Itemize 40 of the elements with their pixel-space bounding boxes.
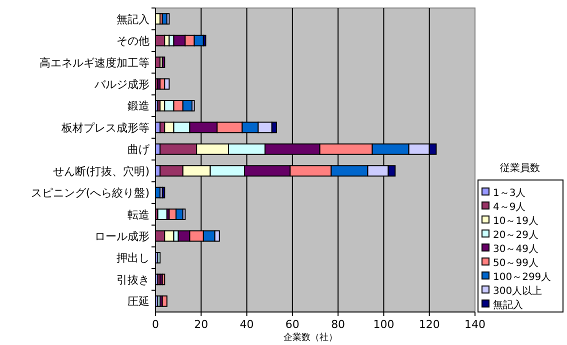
x-tick-label: 140: [464, 318, 486, 331]
bar: [162, 56, 166, 68]
legend-label: 1～3人: [493, 188, 526, 199]
legend-label: 100～299人: [493, 272, 552, 283]
x-tick-label: 40: [240, 318, 254, 331]
y-tick-label: バルジ成形: [94, 78, 150, 91]
legend-title: 従業員数: [500, 162, 540, 174]
x-tick-label: 100: [373, 318, 394, 331]
y-tick-label: せん断(打抜、穴明): [52, 164, 150, 178]
y-tick-label: 板材プレス成形等: [60, 121, 150, 134]
y-tick-label: スピニング(へら絞り盤): [30, 186, 150, 200]
x-axis-title: 企業数（社）: [283, 332, 338, 343]
y-tick-label: その他: [116, 34, 150, 48]
bar: [162, 274, 166, 286]
bar: [157, 208, 168, 220]
bar: [166, 13, 170, 25]
y-tick-label: 押出し: [116, 252, 150, 265]
bar: [162, 186, 166, 198]
y-tick-label: 曲げ: [128, 143, 150, 156]
legend-label: 50～99人: [493, 258, 538, 269]
y-tick-label: 高エネルギ速度加工等: [40, 56, 150, 70]
legend-label: 無記入: [493, 299, 523, 311]
x-tick-label: 120: [418, 318, 440, 331]
legend-label: 300人以上: [493, 285, 542, 297]
x-tick-label: 60: [285, 318, 300, 331]
y-tick-label: 転造: [128, 208, 150, 222]
y-tick-label: 無記入: [116, 12, 150, 26]
legend-label: 20～29人: [493, 230, 538, 241]
bar: [157, 252, 161, 264]
x-tick-label: 80: [331, 318, 346, 331]
y-tick-label: 圧延: [128, 295, 150, 308]
x-tick-label: 0: [152, 318, 159, 331]
legend-label: 10～19人: [493, 216, 538, 227]
x-tick-label: 20: [194, 318, 208, 331]
legend-label: 4～9人: [493, 202, 526, 213]
y-tick-label: 鍛造: [128, 100, 150, 113]
y-tick-label: ロール成形: [94, 230, 150, 243]
y-tick-label: 引抜き: [116, 273, 150, 286]
legend-label: 30～49人: [493, 244, 538, 255]
bar: [162, 295, 168, 307]
